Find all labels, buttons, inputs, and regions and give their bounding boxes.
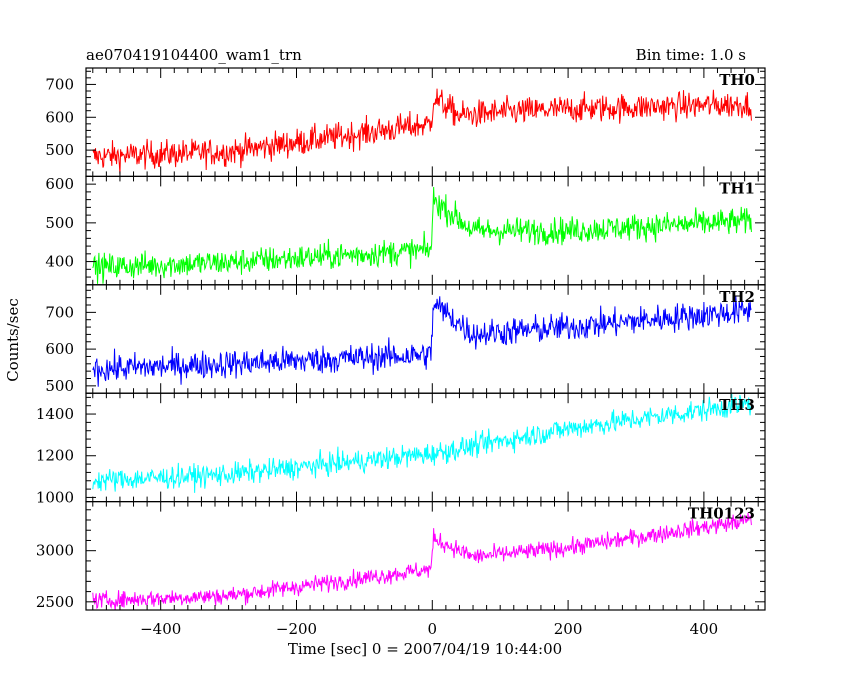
x-tick-label: 0 — [428, 620, 438, 638]
y-tick-label: 1000 — [36, 488, 74, 506]
panels-group: 500 600 700 TH0 400 500 600 TH1 500 600 700 TH2 1000… — [36, 67, 766, 611]
y-tick-label: 400 — [45, 253, 74, 271]
y-tick-label: 1400 — [36, 405, 74, 423]
panel-label: TH2 — [719, 288, 755, 306]
panel-th0: 500 600 700 TH0 — [45, 67, 766, 178]
x-tick-label: −200 — [276, 620, 317, 638]
panel-th2: 500 600 700 TH2 — [45, 284, 766, 395]
y-tick-label: 500 — [45, 141, 74, 159]
y-tick-label: 600 — [45, 108, 74, 126]
x-tick-label: 200 — [554, 620, 583, 638]
y-tick-label: 700 — [45, 303, 74, 321]
panel-th1: 400 500 600 TH1 — [45, 175, 766, 286]
panel-label: TH0 — [719, 71, 755, 89]
panel-frame — [85, 284, 766, 394]
y-tick-label: 1200 — [36, 447, 74, 465]
y-tick-label: 500 — [45, 214, 74, 232]
panel-label: TH3 — [719, 396, 755, 414]
panel-th0123: 2500 3000 TH0123 — [36, 501, 766, 611]
y-axis-label: Counts/sec — [4, 298, 22, 382]
x-axis: −400 −200 0 200 400 — [140, 620, 718, 638]
x-tick-label: 400 — [690, 620, 719, 638]
y-tick-label: 600 — [45, 340, 74, 358]
y-tick-label: 500 — [45, 377, 74, 395]
x-axis-label: Time [sec] 0 = 2007/04/19 10:44:00 — [288, 640, 562, 658]
y-tick-label: 700 — [45, 75, 74, 93]
panel-label: TH1 — [719, 179, 755, 197]
panel-frame — [85, 501, 766, 611]
y-tick-label: 2500 — [36, 593, 74, 611]
series-th0123 — [92, 512, 752, 611]
panel-label: TH0123 — [688, 505, 755, 523]
y-tick-label: 600 — [45, 175, 74, 193]
panel-frame — [85, 392, 766, 503]
chart-title: ae070419104400_wam1_trn — [86, 46, 302, 64]
y-tick-label: 3000 — [36, 542, 74, 560]
series-th2 — [92, 296, 752, 387]
series-th0 — [92, 88, 752, 174]
series-th3 — [92, 393, 752, 493]
panel-th3: 1000 1200 1400 TH3 — [36, 392, 766, 506]
bin-time-label: Bin time: 1.0 s — [636, 46, 746, 64]
series-th1 — [92, 186, 752, 284]
x-tick-label: −400 — [140, 620, 181, 638]
